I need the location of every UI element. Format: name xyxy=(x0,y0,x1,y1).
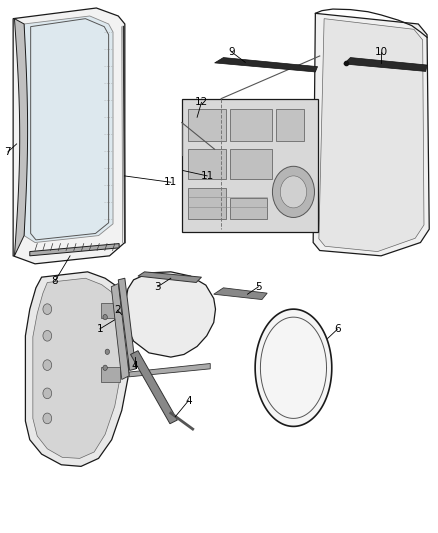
Text: 4: 4 xyxy=(131,361,138,371)
Bar xyxy=(101,367,120,382)
Text: 11: 11 xyxy=(164,177,177,187)
Bar xyxy=(230,149,272,179)
Polygon shape xyxy=(319,19,424,252)
Circle shape xyxy=(103,365,107,370)
Polygon shape xyxy=(214,288,267,300)
Bar xyxy=(188,149,226,179)
Polygon shape xyxy=(111,284,129,379)
Polygon shape xyxy=(30,244,119,256)
Circle shape xyxy=(43,304,52,314)
Polygon shape xyxy=(13,8,125,264)
Circle shape xyxy=(43,360,52,370)
Circle shape xyxy=(272,166,314,217)
Text: 4: 4 xyxy=(185,396,192,406)
Text: 3: 3 xyxy=(154,282,161,292)
Polygon shape xyxy=(25,272,129,466)
Text: 9: 9 xyxy=(228,47,235,56)
Bar xyxy=(230,198,267,219)
Circle shape xyxy=(280,176,307,208)
Text: 2: 2 xyxy=(114,305,121,315)
Text: 12: 12 xyxy=(195,98,208,107)
Polygon shape xyxy=(125,272,215,357)
Polygon shape xyxy=(215,58,318,72)
Bar xyxy=(230,109,272,141)
Polygon shape xyxy=(255,309,332,426)
Bar xyxy=(101,303,120,318)
Circle shape xyxy=(43,413,52,424)
FancyBboxPatch shape xyxy=(182,99,318,232)
Circle shape xyxy=(43,330,52,341)
Text: 11: 11 xyxy=(201,171,214,181)
Circle shape xyxy=(43,388,52,399)
Polygon shape xyxy=(313,13,429,256)
Bar xyxy=(276,109,304,141)
Bar xyxy=(188,109,226,141)
Circle shape xyxy=(105,349,110,354)
Text: 6: 6 xyxy=(334,325,341,334)
Text: 10: 10 xyxy=(374,47,388,56)
Polygon shape xyxy=(129,364,210,377)
Polygon shape xyxy=(138,272,201,282)
Polygon shape xyxy=(14,19,28,256)
Text: 8: 8 xyxy=(51,277,58,286)
Text: 7: 7 xyxy=(4,147,11,157)
Polygon shape xyxy=(24,16,113,243)
Polygon shape xyxy=(118,278,136,370)
Bar xyxy=(188,188,226,219)
Polygon shape xyxy=(33,278,122,458)
Polygon shape xyxy=(344,58,427,71)
Circle shape xyxy=(103,314,107,320)
Polygon shape xyxy=(131,351,177,424)
Text: 1: 1 xyxy=(96,324,103,334)
Text: 5: 5 xyxy=(255,282,262,292)
